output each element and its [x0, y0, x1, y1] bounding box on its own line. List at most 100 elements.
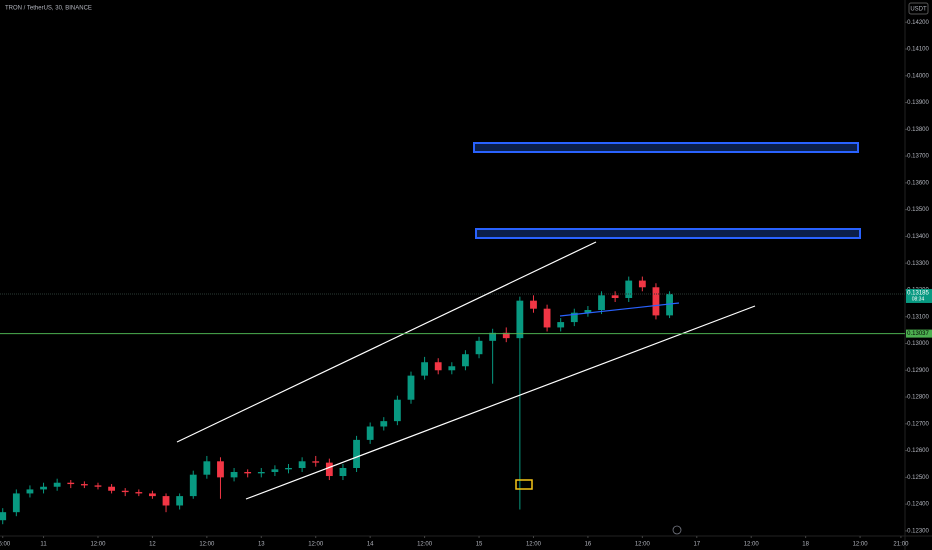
candle-body — [638, 280, 646, 288]
trend-line[interactable] — [559, 302, 680, 317]
candle-body — [475, 340, 483, 355]
x-tick-label: 16 — [585, 542, 592, 548]
candle-body — [584, 310, 592, 313]
y-tick-label: 0.13100 — [907, 314, 929, 320]
x-tick-label: 12 — [149, 542, 156, 548]
y-tick-label: 0.12600 — [907, 448, 929, 454]
candle-body — [407, 375, 415, 400]
trend-line[interactable] — [245, 305, 756, 500]
candle-body — [502, 332, 510, 339]
zone-box[interactable] — [473, 142, 859, 153]
candle-body — [285, 467, 292, 470]
x-tick-label: 14 — [367, 542, 374, 548]
candle-body — [121, 490, 129, 493]
y-tick-label: 0.13500 — [907, 207, 929, 213]
candle-body — [80, 484, 88, 486]
x-tick-label: 21:00 — [893, 542, 909, 548]
y-tick-label: 0.12500 — [907, 475, 929, 481]
x-tick-label: 12:00 — [308, 542, 324, 548]
last-price-label: 0.13185 — [907, 291, 929, 297]
currency-box[interactable] — [908, 2, 929, 15]
candle-body — [489, 332, 497, 341]
candle-body — [557, 322, 565, 328]
x-tick-label: 12:00 — [635, 542, 651, 548]
x-tick-label: 18 — [802, 542, 809, 548]
candle-body — [339, 467, 347, 477]
y-tick-label: 0.13300 — [907, 261, 929, 267]
y-tick-label: 0.14200 — [907, 20, 929, 26]
candle-body — [108, 486, 115, 491]
x-tick-label: 15 — [476, 542, 483, 548]
y-tick-label: 0.13900 — [907, 100, 929, 106]
candle-body — [217, 461, 224, 478]
x-tick-label: 12:00 — [199, 542, 215, 548]
y-tick-label: 0.13000 — [907, 341, 929, 347]
candle-body — [516, 300, 524, 339]
x-tick-label: 12:00 — [90, 542, 106, 548]
candle-body — [393, 399, 401, 422]
level-tag — [906, 329, 932, 338]
symbol-title: TRON / TetherUS, 30, BINANCE — [5, 6, 92, 12]
y-tick-label: 0.12700 — [907, 421, 929, 427]
candle-body — [94, 485, 102, 487]
candle-body — [0, 512, 7, 521]
x-tick-label: 12:00 — [853, 542, 869, 548]
candle-body — [26, 489, 34, 494]
currency: USDT — [910, 7, 927, 13]
x-tick-label: 12:00 — [417, 542, 433, 548]
y-tick-label: 0.12800 — [907, 395, 929, 401]
zone-box[interactable] — [475, 228, 861, 239]
candle-body — [40, 486, 47, 490]
candle-body — [189, 474, 197, 497]
candle-body — [570, 312, 578, 323]
trend-line[interactable] — [176, 241, 597, 443]
candle-body — [298, 461, 306, 468]
events-icon[interactable] — [672, 525, 682, 535]
candle-body — [149, 493, 156, 497]
candle-body — [257, 472, 265, 474]
x-tick-label: 12:00 — [526, 542, 542, 548]
candle-body — [53, 482, 61, 487]
y-tick-label: 0.12400 — [907, 502, 929, 508]
x-tick-label: 13 — [258, 542, 265, 548]
candle-body — [380, 421, 388, 427]
candle-body — [312, 461, 320, 463]
y-tick-label: 0.14000 — [907, 73, 929, 79]
candle-body — [611, 295, 619, 298]
countdown: 08:34 — [912, 296, 925, 302]
y-tick-label: 0.12900 — [907, 368, 929, 374]
candle-body — [12, 493, 20, 513]
candle-body — [598, 295, 605, 311]
x-tick-label: 15:00 — [0, 542, 11, 548]
candle-body — [244, 472, 252, 474]
candle-body — [530, 300, 537, 309]
candle-body — [652, 287, 660, 316]
candle-body — [162, 496, 170, 506]
y-tick-label: 0.13400 — [907, 234, 929, 240]
candle-body — [366, 426, 374, 440]
y-tick-label: 0.14100 — [907, 47, 929, 53]
drawings — [0, 142, 905, 500]
candle-body — [462, 354, 469, 367]
candle-body — [230, 472, 238, 478]
last-price-tag — [906, 288, 932, 303]
candle-body — [203, 461, 211, 475]
x-tick-label: 11 — [40, 542, 47, 548]
y-tick-label: 0.13800 — [907, 127, 929, 133]
candle-body — [543, 308, 551, 328]
marker-box[interactable] — [515, 479, 533, 490]
candle-body — [353, 439, 360, 468]
x-tick-label: 12:00 — [744, 542, 760, 548]
candle-body — [434, 362, 442, 371]
y-tick-label: 0.13700 — [907, 154, 929, 160]
candle-body — [135, 492, 143, 494]
level-label: 0.13037 — [907, 331, 929, 337]
candle-body — [325, 462, 333, 477]
candle-body — [176, 496, 184, 506]
y-tick-label: 0.12300 — [907, 528, 929, 534]
candle-body — [421, 362, 429, 376]
candle-body — [666, 293, 673, 316]
x-tick-label: 17 — [693, 542, 700, 548]
